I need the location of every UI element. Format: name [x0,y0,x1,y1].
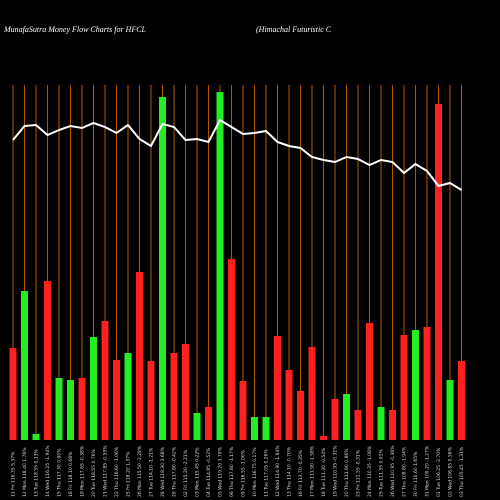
bar [147,361,155,440]
x-tick-label: 17 Mon 111.90 -1.58% [310,445,316,497]
bar [113,360,120,440]
bar [239,381,247,440]
x-tick-label: 14 Wed 116.25 -1.94% [45,445,51,497]
bar [366,323,373,440]
x-tick-label: 18 Tue 111.30 -0.54% [321,447,327,497]
x-tick-label: 28 Wed 118.30 3.68% [160,446,166,497]
bar [400,335,408,440]
bar [44,281,51,440]
bar [389,410,396,440]
bar [423,327,431,440]
bar [90,337,97,440]
x-tick-label: 26 Wed 110.95 -0.36% [390,445,396,497]
bar [21,291,28,440]
x-tick-label: 24 Mon 110.35 -1.08% [367,445,373,497]
x-tick-label: 30 Fri 110.60 1.65% [413,451,419,497]
x-tick-label: 31 Mon 109.20 -1.27% [425,445,431,497]
x-tick-label: 16 Fri 113.70 -0.35% [298,449,304,497]
bar [9,348,17,440]
x-tick-label: 04 Tue 114.85 -0.52% [206,447,212,497]
x-tick-label: 06 Thu 117.80 -1.17% [229,446,235,497]
x-tick-label: 22 Thu 116.60 -1.06% [114,446,120,497]
x-tick-label: 03 Thu 105.45 -1.31% [459,446,465,497]
bar [124,353,132,440]
x-tick-label: 27 Thu 108.80 -1.94% [402,446,408,497]
bar [55,378,63,440]
bar [78,378,86,440]
x-tick-label: 20 Thu 111.90 0.86% [344,448,350,497]
x-tick-label: 03 Mon 115.45 0.22% [195,447,201,497]
x-tick-label: 11 Fri 116.35 5.37% [11,451,17,497]
x-tick-label: 20 Tue 118.55 0.76% [91,449,97,497]
bar [285,370,293,440]
bar [170,353,178,440]
bar [331,399,339,440]
x-tick-label: 01 Tue 106.25 -2.70% [436,447,442,497]
x-tick-label: 25 Tue 111.35 0.91% [379,449,385,497]
bar [159,97,166,440]
x-tick-label: 05 Wed 119.20 3.79% [218,446,224,497]
bar [101,321,109,440]
bar [251,417,258,440]
x-tick-label: 29 Thu 117.80 -0.42% [172,446,178,497]
price-line [12,118,463,191]
x-tick-label: 02 Wed 106.85 0.56% [448,446,454,497]
bar [297,391,304,440]
bar [354,410,362,440]
bar [377,407,385,440]
bar [446,380,454,440]
x-tick-label: 12 Wed 114.90 -1.84% [275,445,281,497]
x-tick-label: 19 Wed 110.95 -0.31% [333,445,339,497]
x-tick-label: 25 Fri 118.20 1.37% [126,451,132,497]
chart-title: MunafaSutra Money Flow Charts for HFCL [3,25,147,34]
x-tick-label: 13 Tue 118.55 0.13% [34,449,40,497]
bar [435,104,442,440]
x-tick-label: 11 Tue 117.05 0.26% [264,449,270,497]
x-tick-label: 18 Fri 118.10 0.68% [68,451,74,497]
bar [308,347,316,440]
bar [320,436,327,440]
bar [262,417,270,440]
bar [32,434,40,440]
x-tick-label: 19 Mon 117.65 -0.38% [80,445,86,497]
bar [228,259,235,440]
x-tick-label: 26 Mon 115.50 -2.28% [137,445,143,497]
x-tick-label: 27 Tue 114.10 -1.21% [149,447,155,497]
x-tick-label: 09 Fri 116.55 -1.06% [241,449,247,497]
bar [136,272,143,440]
x-tick-label: 23 Fri 111.55 -0.31% [356,449,362,497]
x-tick-label: 12 Mon 118.40 1.76% [22,447,28,497]
x-tick-label: 21 Wed 117.85 -0.59% [103,445,109,497]
bar [458,361,465,440]
x-tick-label: 10 Mon 116.75 0.17% [252,447,258,497]
bar [182,344,189,440]
bar [67,380,74,440]
x-tick-label: 02 Fri 115.20 -2.21% [183,449,189,497]
bar [343,394,350,440]
bar [412,330,419,440]
bar [274,336,281,440]
bar [216,92,224,440]
bar [205,407,212,440]
chart-subtitle: (Himachal Futuristic C [256,25,332,34]
x-tick-label: 15 Thu 117.30 0.90% [57,448,63,497]
bar [193,413,201,440]
x-tick-label: 13 Thu 114.10 -0.70% [287,446,293,497]
